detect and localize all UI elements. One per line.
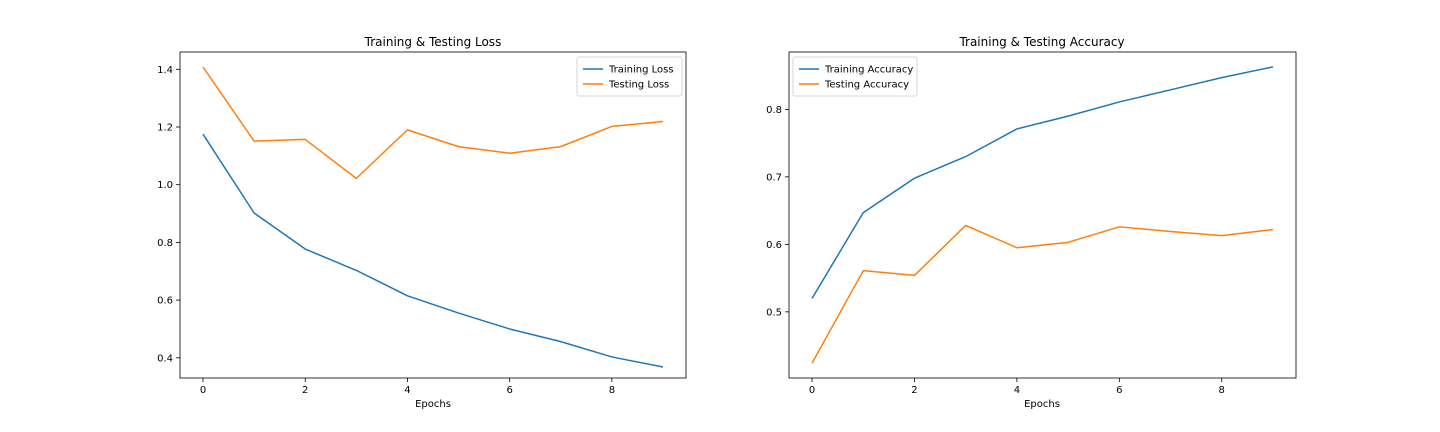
legend-label: Training Accuracy <box>824 65 913 76</box>
accuracy-chart: Training & Testing Accuracy Epochs 0 2 4 6 8… <box>766 35 1297 410</box>
plot-frame <box>788 51 1297 379</box>
x-tick-label: 2 <box>302 385 308 396</box>
y-tick-label: 0.6 <box>766 240 782 251</box>
loss-chart: Training & Testing Loss Epochs 0 2 4 6 8 0.4 0… <box>157 35 687 410</box>
chart-title: Training & Testing Accuracy <box>958 35 1124 49</box>
legend: Training Accuracy Testing Accuracy <box>792 56 918 97</box>
plot-frame <box>179 51 687 379</box>
x-tick-label: 2 <box>911 385 917 396</box>
legend-label: Testing Accuracy <box>824 80 909 91</box>
legend-box <box>792 56 918 97</box>
y-tick-label: 1.2 <box>157 123 173 134</box>
series-line-training-loss <box>202 133 664 368</box>
x-axis-label: Epochs <box>1024 399 1060 410</box>
y-tick-label: 0.8 <box>766 105 782 116</box>
y-tick-label: 1.0 <box>157 180 173 191</box>
y-tick-label: 0.8 <box>157 238 173 249</box>
x-tick-label: 0 <box>809 385 815 396</box>
x-tick-label: 8 <box>1219 385 1225 396</box>
y-tick-label: 1.4 <box>157 65 173 76</box>
x-tick-label: 8 <box>609 385 615 396</box>
series-line-training-accuracy <box>811 66 1274 299</box>
series-line-testing-loss <box>202 66 664 180</box>
y-tick-label: 0.7 <box>766 172 782 183</box>
series-line-testing-accuracy <box>811 224 1274 364</box>
x-axis-label: Epochs <box>415 399 451 410</box>
chart-title: Training & Testing Loss <box>364 35 502 49</box>
legend-box <box>576 56 683 97</box>
x-tick-label: 6 <box>1116 385 1122 396</box>
legend-label: Testing Loss <box>608 80 669 91</box>
legend-label: Training Loss <box>608 65 674 76</box>
x-tick-label: 4 <box>1014 385 1020 396</box>
x-tick-label: 4 <box>404 385 410 396</box>
legend: Training Loss Testing Loss <box>576 56 683 97</box>
y-tick-label: 0.4 <box>157 353 173 364</box>
x-tick-label: 0 <box>200 385 206 396</box>
y-tick-label: 0.5 <box>766 307 782 318</box>
x-tick-label: 6 <box>506 385 512 396</box>
y-tick-label: 0.6 <box>157 296 173 307</box>
